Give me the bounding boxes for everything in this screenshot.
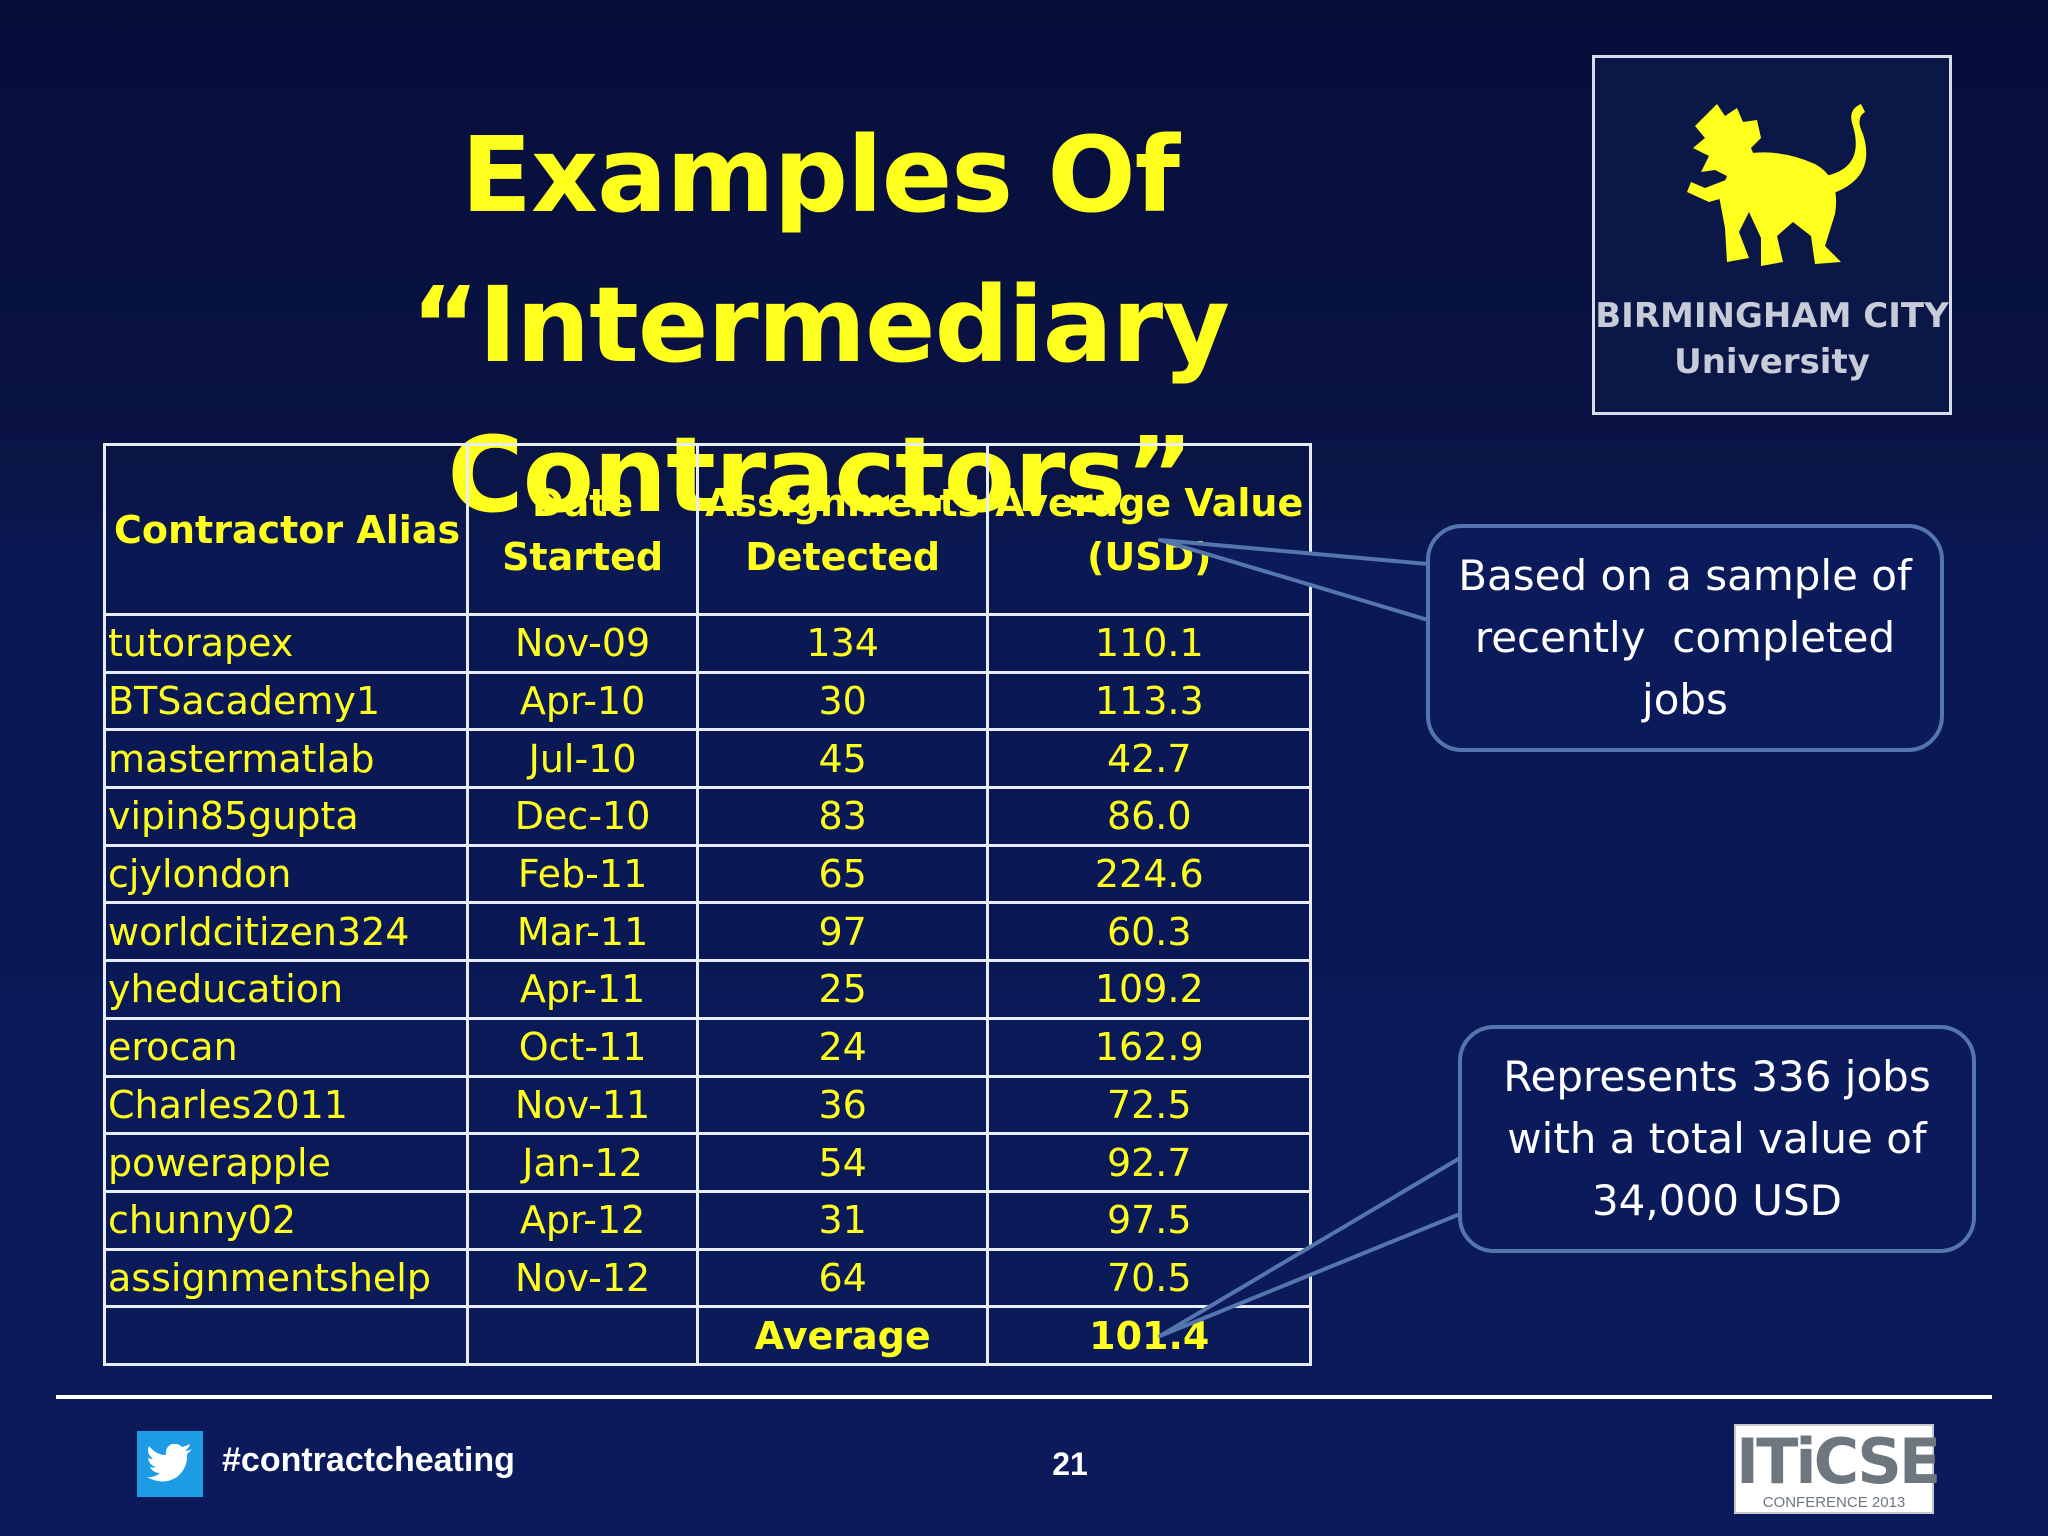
cell-value: 97.5 xyxy=(986,1189,1313,1251)
callout-total: Represents 336 jobs with a total value o… xyxy=(1458,1025,1976,1253)
cell-assignments: 31 xyxy=(696,1189,990,1251)
cell-date: Nov-09 xyxy=(466,613,700,674)
cell-value: 60.3 xyxy=(986,901,1313,963)
cell-assignments: 65 xyxy=(696,843,990,905)
table-row: vipin85gupta Dec-10 83 86.0 xyxy=(102,786,1313,847)
table-row: BTSacademy1 Apr-10 30 113.3 xyxy=(102,670,1313,732)
callout-pointer-sample xyxy=(1158,538,1430,622)
average-label: Average xyxy=(696,1305,990,1366)
table-row: tutorapex Nov-09 134 110.1 xyxy=(102,613,1313,674)
table-row: chunny02 Apr-12 31 97.5 xyxy=(102,1189,1313,1251)
university-logo: BIRMINGHAM CITY University xyxy=(1592,55,1952,415)
cell-empty xyxy=(102,1305,470,1366)
cell-assignments: 64 xyxy=(696,1247,990,1309)
cell-assignments: 134 xyxy=(696,613,990,674)
logo-line2: University xyxy=(1674,342,1870,382)
cell-value: 224.6 xyxy=(986,843,1313,905)
cell-empty xyxy=(466,1305,700,1366)
cell-date: Apr-12 xyxy=(466,1189,700,1251)
header-average-value: Average Value (USD) xyxy=(986,443,1313,616)
cell-alias: powerapple xyxy=(102,1132,470,1193)
callout-total-line1: Represents 336 jobs xyxy=(1503,1052,1931,1101)
table-row: mastermatlab Jul-10 45 42.7 xyxy=(102,728,1313,790)
cell-assignments: 25 xyxy=(696,959,990,1020)
footer-divider xyxy=(56,1395,1992,1399)
table-row: erocan Oct-11 24 162.9 xyxy=(102,1016,1313,1078)
cell-date: Dec-10 xyxy=(466,786,700,847)
lion-icon xyxy=(1687,104,1867,266)
header-contractor-alias: Contractor Alias xyxy=(102,443,470,616)
cell-assignments: 24 xyxy=(696,1016,990,1078)
table-row: powerapple Jan-12 54 92.7 xyxy=(102,1132,1313,1193)
cell-value: 109.2 xyxy=(986,959,1313,1020)
cell-date: Feb-11 xyxy=(466,843,700,905)
table-row: worldcitizen324 Mar-11 97 60.3 xyxy=(102,901,1313,963)
callout-sample-line2: recently completed xyxy=(1474,613,1896,662)
table-row: cjylondon Feb-11 65 224.6 xyxy=(102,843,1313,905)
cell-alias: erocan xyxy=(102,1016,470,1078)
cell-date: Nov-11 xyxy=(466,1074,700,1136)
callout-sample: Based on a sample of recently completed … xyxy=(1426,524,1944,752)
contractors-table: Contractor Alias Date Started Assignments… xyxy=(102,443,1313,1366)
table-row: yheducation Apr-11 25 109.2 xyxy=(102,959,1313,1020)
iticse-logo-subtext: CONFERENCE 2013 xyxy=(1762,1494,1906,1511)
cell-date: Mar-11 xyxy=(466,901,700,963)
cell-date: Jul-10 xyxy=(466,728,700,790)
cell-assignments: 30 xyxy=(696,670,990,732)
cell-date: Apr-11 xyxy=(466,959,700,1020)
cell-date: Oct-11 xyxy=(466,1016,700,1078)
twitter-icon xyxy=(137,1431,203,1497)
header-assignments-detected: Assignments Detected xyxy=(696,443,990,616)
cell-date: Apr-10 xyxy=(466,670,700,732)
cell-alias: BTSacademy1 xyxy=(102,670,470,732)
cell-value: 162.9 xyxy=(986,1016,1313,1078)
logo-line1: BIRMINGHAM CITY xyxy=(1595,296,1949,336)
cell-alias: worldcitizen324 xyxy=(102,901,470,963)
iticse-logo: ITiCSE CONFERENCE 2013 xyxy=(1734,1424,1941,1514)
cell-value: 42.7 xyxy=(986,728,1313,790)
cell-alias: yheducation xyxy=(102,959,470,1020)
callout-pointer-total xyxy=(1158,1156,1462,1338)
cell-assignments: 54 xyxy=(696,1132,990,1193)
cell-value: 72.5 xyxy=(986,1074,1313,1136)
cell-assignments: 45 xyxy=(696,728,990,790)
callout-total-line2: with a total value of xyxy=(1507,1114,1927,1163)
callout-total-line3: 34,000 USD xyxy=(1591,1176,1843,1225)
page-number: 21 xyxy=(1052,1446,1088,1482)
cell-alias: Charles2011 xyxy=(102,1074,470,1136)
cell-alias: cjylondon xyxy=(102,843,470,905)
slide-title-line1: Examples Of “Intermediary xyxy=(411,114,1230,386)
cell-value: 86.0 xyxy=(986,786,1313,847)
cell-alias: chunny02 xyxy=(102,1189,470,1251)
cell-alias: vipin85gupta xyxy=(102,786,470,847)
cell-date: Jan-12 xyxy=(466,1132,700,1193)
header-date-started: Date Started xyxy=(466,443,700,616)
cell-value: 113.3 xyxy=(986,670,1313,732)
cell-assignments: 36 xyxy=(696,1074,990,1136)
cell-alias: assignmentshelp xyxy=(102,1247,470,1309)
callout-sample-line3: jobs xyxy=(1642,675,1728,724)
cell-assignments: 83 xyxy=(696,786,990,847)
callout-sample-line1: Based on a sample of xyxy=(1458,551,1912,600)
cell-alias: tutorapex xyxy=(102,613,470,674)
cell-date: Nov-12 xyxy=(466,1247,700,1309)
cell-value: 92.7 xyxy=(986,1132,1313,1193)
cell-value: 110.1 xyxy=(986,613,1313,674)
cell-alias: mastermatlab xyxy=(102,728,470,790)
cell-assignments: 97 xyxy=(696,901,990,963)
table-header-row: Contractor Alias Date Started Assignments… xyxy=(102,443,1313,616)
table-row: assignmentshelp Nov-12 64 70.5 xyxy=(102,1247,1313,1309)
hashtag-text: #contractcheating xyxy=(222,1441,515,1479)
iticse-logo-text: ITiCSE xyxy=(1736,1425,1941,1498)
table-row: Charles2011 Nov-11 36 72.5 xyxy=(102,1074,1313,1136)
